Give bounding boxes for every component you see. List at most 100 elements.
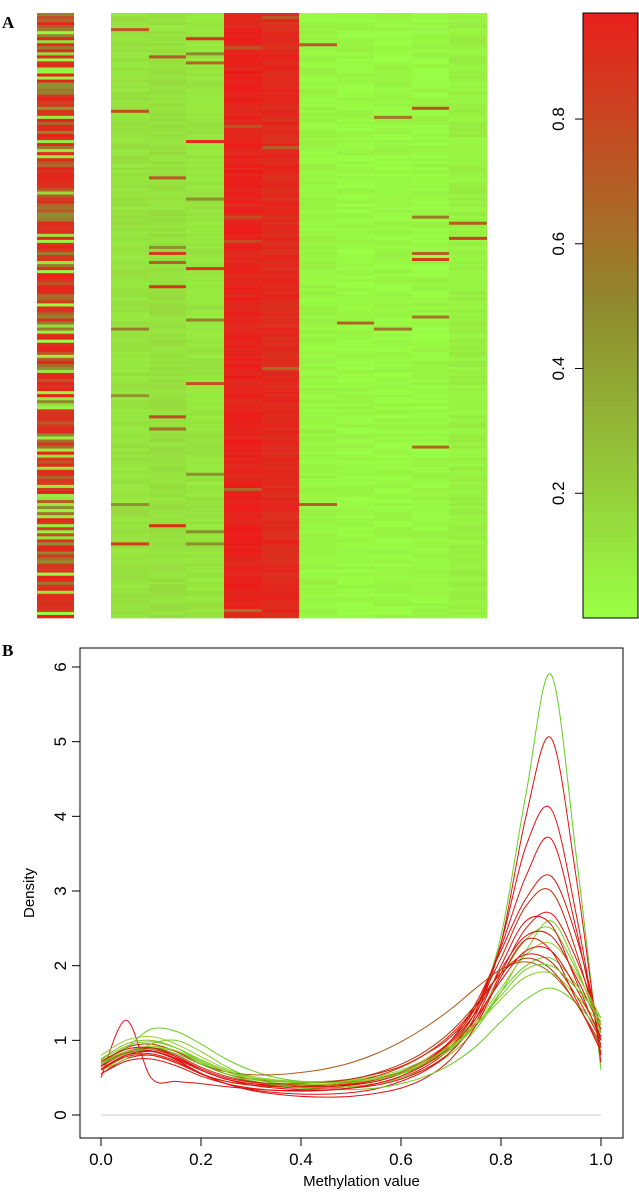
heatmap-cell <box>299 49 337 53</box>
heatmap-cell <box>224 430 262 434</box>
heatmap-cell <box>37 500 74 504</box>
heatmap-cell <box>149 288 186 292</box>
heatmap-cell <box>337 484 374 489</box>
heatmap-cell <box>337 273 374 277</box>
heatmap-cell <box>374 103 412 108</box>
heatmap-cell <box>337 85 374 89</box>
heatmap-cell <box>111 542 149 546</box>
heatmap-cell <box>224 572 262 576</box>
heatmap-cell <box>37 533 74 537</box>
heatmap-cell <box>337 200 374 204</box>
heatmap-cell <box>111 497 149 501</box>
heatmap-cell <box>149 457 186 461</box>
heatmap-cell <box>37 112 74 117</box>
heatmap-cell <box>224 421 262 425</box>
heatmap-cell <box>449 137 487 141</box>
colorbar-band <box>583 224 638 231</box>
heatmap-cell <box>149 363 186 368</box>
heatmap-cell <box>111 185 149 189</box>
heatmap-cell <box>337 515 374 519</box>
heatmap-cell <box>111 288 149 292</box>
heatmap-cell <box>299 76 337 80</box>
heatmap-cell <box>299 345 337 350</box>
heatmap-cell <box>412 176 449 180</box>
heatmap-cell <box>224 472 262 477</box>
heatmap-cell <box>374 164 412 168</box>
heatmap-cell <box>262 554 299 558</box>
heatmap-cell <box>224 554 262 558</box>
heatmap-cell <box>449 436 487 440</box>
colorbar: 0.20.40.60.8 <box>549 12 639 619</box>
heatmap-cell <box>449 406 487 410</box>
heatmap-cell <box>299 330 337 334</box>
heatmap-cell <box>449 309 487 313</box>
heatmap-cell <box>224 391 262 395</box>
heatmap-cell <box>374 457 412 461</box>
colorbar-band <box>583 23 638 29</box>
heatmap-cell <box>374 360 412 365</box>
heatmap-cell <box>149 91 186 95</box>
heatmap-cell <box>37 415 74 419</box>
heatmap-cell <box>149 439 186 443</box>
heatmap-cell <box>149 451 186 455</box>
heatmap-cell <box>412 345 449 350</box>
heatmap-cell <box>337 602 374 607</box>
heatmap-cell <box>412 164 449 168</box>
heatmap-cell <box>111 85 149 89</box>
heatmap-cell <box>374 357 412 362</box>
heatmap-cell <box>262 137 299 141</box>
heatmap-cell <box>149 176 186 180</box>
heatmap-cell <box>111 602 149 607</box>
heatmap-cell <box>111 137 149 141</box>
heatmap-cell <box>37 348 74 353</box>
heatmap-cell <box>224 170 262 174</box>
heatmap-cell <box>374 276 412 280</box>
heatmap-cell <box>262 251 299 256</box>
heatmap-cell <box>374 581 412 586</box>
heatmap-cell <box>149 58 186 62</box>
heatmap-cell <box>186 363 224 368</box>
heatmap-cell <box>262 221 299 226</box>
heatmap-cell <box>374 76 412 80</box>
heatmap-cell <box>412 227 449 232</box>
heatmap-cell <box>374 418 412 422</box>
heatmap-cell <box>37 46 74 50</box>
heatmap-cell <box>224 563 262 567</box>
heatmap-cell <box>186 297 224 301</box>
heatmap-cell <box>299 427 337 431</box>
heatmap-cell <box>299 297 337 301</box>
heatmap-cell <box>111 421 149 425</box>
heatmap-cell <box>186 421 224 425</box>
heatmap-cell <box>186 587 224 592</box>
heatmap-cell <box>111 94 149 98</box>
heatmap-cell <box>449 285 487 289</box>
heatmap-cell <box>299 218 337 223</box>
heatmap-cell <box>186 545 224 549</box>
heatmap-cell <box>337 242 374 247</box>
heatmap-cell <box>37 339 74 344</box>
heatmap-cell <box>374 261 412 265</box>
heatmap-cell <box>337 475 374 480</box>
heatmap-cell <box>111 158 149 162</box>
heatmap-cell <box>149 448 186 452</box>
heatmap-cell <box>299 542 337 546</box>
heatmap-cell <box>37 209 74 213</box>
heatmap-cell <box>37 469 74 474</box>
heatmap-cell <box>449 472 487 477</box>
heatmap-cell <box>224 97 262 102</box>
heatmap-cell <box>449 351 487 356</box>
heatmap-cell <box>412 539 449 543</box>
heatmap-cell <box>374 146 412 150</box>
heatmap-cell <box>149 37 186 41</box>
heatmap-cell <box>149 303 186 307</box>
heatmap-cell <box>186 590 224 595</box>
density-line <box>100 956 602 1084</box>
heatmap-cell <box>374 55 412 59</box>
heatmap-cell <box>149 46 186 50</box>
heatmap-cell <box>262 79 299 83</box>
heatmap-cell <box>412 593 449 598</box>
heatmap-cell <box>262 112 299 117</box>
heatmap-cell <box>111 333 149 337</box>
heatmap-cell <box>37 109 74 114</box>
heatmap-cell <box>149 605 186 610</box>
